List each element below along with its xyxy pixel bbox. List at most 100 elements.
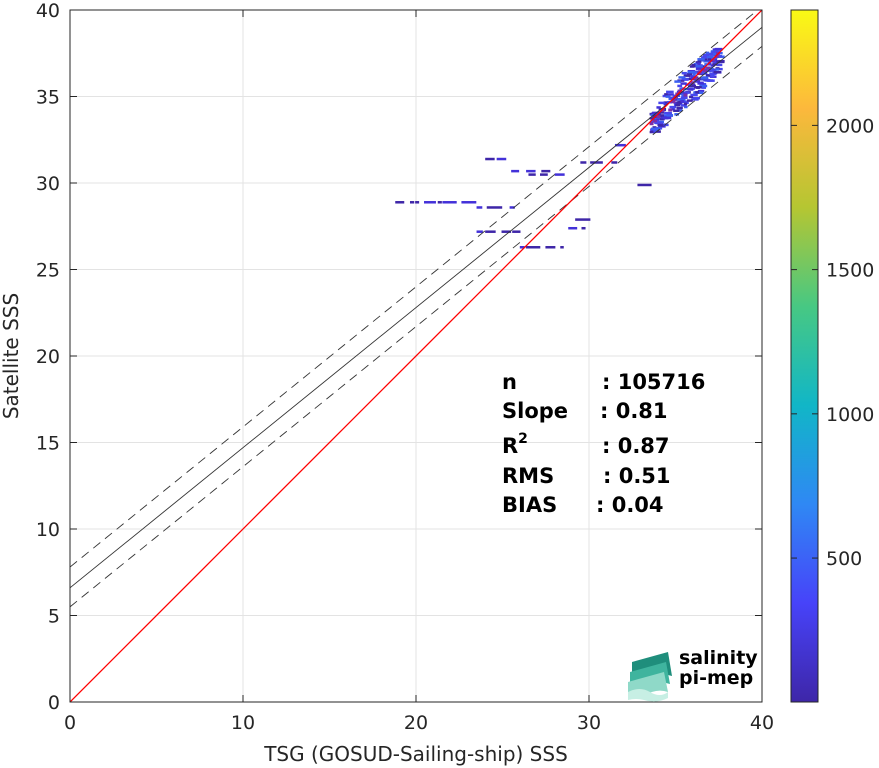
density-bin	[715, 68, 720, 71]
density-bin	[664, 93, 668, 96]
x-tick-label: 30	[577, 712, 601, 734]
density-bin	[701, 86, 707, 89]
stat-bias-label: BIAS	[502, 493, 557, 517]
density-bin	[683, 74, 691, 77]
colorbar-tick-label: 2000	[826, 115, 874, 137]
density-bin	[568, 226, 578, 230]
density-bin	[687, 70, 696, 74]
density-bin	[700, 77, 708, 80]
density-bin	[485, 157, 495, 161]
density-bin	[680, 96, 688, 99]
density-bin-dense	[693, 76, 698, 80]
density-bin	[656, 106, 661, 109]
density-bin	[706, 56, 714, 59]
density-bin	[681, 77, 690, 81]
density-bin	[476, 206, 483, 209]
density-bin	[697, 60, 702, 63]
density-bin	[575, 218, 591, 221]
density-bin	[560, 246, 564, 249]
x-tick-label: 0	[64, 712, 76, 734]
density-bin	[709, 53, 714, 56]
density-bin	[424, 201, 436, 204]
y-tick-label: 35	[36, 87, 60, 109]
y-tick-label: 15	[36, 433, 60, 455]
density-bin	[691, 98, 699, 101]
density-bin	[688, 84, 697, 88]
density-bin	[649, 130, 655, 134]
density-bin	[698, 81, 704, 85]
regression-lines	[70, 10, 762, 702]
density-bin	[702, 53, 710, 57]
colorbar-tick-label: 1500	[826, 260, 874, 282]
y-tick-label: 0	[48, 692, 60, 714]
density-bin	[688, 74, 696, 78]
density-bin	[652, 126, 657, 129]
density-bin	[545, 246, 556, 249]
stat-r2-sup: 2	[518, 431, 528, 447]
density-bin	[655, 118, 660, 122]
density-bin	[664, 111, 672, 115]
x-tick-label: 40	[750, 712, 774, 734]
x-axis-label: TSG (GOSUD-Sailing-ship) SSS	[263, 742, 568, 766]
density-bin	[676, 106, 680, 110]
density-bin	[395, 201, 405, 204]
density-bin	[666, 90, 674, 94]
density-bin	[409, 201, 415, 204]
density-bin	[655, 127, 661, 130]
density-bin	[678, 76, 686, 79]
density-bin	[637, 183, 652, 187]
stat-r2-label: R2	[502, 431, 528, 458]
y-axis-label: Satellite SSS	[0, 293, 23, 419]
density-bin	[683, 102, 688, 106]
colorbar-tick-label: 500	[826, 548, 862, 570]
density-bin	[614, 143, 626, 147]
colorbar-ticks: 500 1000 1500 2000	[791, 115, 874, 570]
density-bin	[713, 70, 722, 74]
density-bin	[580, 161, 587, 164]
density-bin-dense	[656, 115, 661, 119]
density-bin	[710, 74, 715, 78]
density-bin	[694, 85, 702, 89]
density-bin	[528, 173, 536, 176]
density-bin	[669, 105, 677, 109]
density-bin-dense	[668, 108, 673, 112]
fit-lower-bound-line	[70, 45, 762, 608]
density-bin	[697, 89, 705, 93]
density-bin	[717, 54, 722, 58]
density-bin	[701, 56, 707, 59]
logo-text-pi-mep: pi-mep	[679, 667, 753, 689]
density-bin	[709, 72, 717, 75]
density-bin	[671, 107, 675, 111]
density-bin	[674, 80, 682, 83]
density-bin	[666, 114, 674, 117]
stat-rms-value: : 0.51	[603, 464, 671, 488]
density-bin	[691, 63, 696, 67]
stat-bias-value: : 0.04	[596, 493, 664, 517]
fit-upper-bound-line	[70, 10, 759, 568]
density-bin	[486, 206, 503, 209]
density-bin	[690, 93, 698, 97]
density-bin	[590, 161, 603, 164]
density-bin	[657, 122, 663, 125]
density-bin	[541, 169, 551, 173]
density-bin-dense	[649, 122, 654, 126]
density-bin	[694, 80, 701, 83]
density-bin	[665, 95, 671, 98]
density-bin	[687, 72, 693, 76]
stat-r2-base: R	[502, 434, 518, 458]
density-bin	[682, 91, 690, 94]
density-bin	[461, 201, 477, 204]
density-bin	[680, 82, 687, 85]
density-bin	[519, 246, 525, 249]
density-bin-dense	[711, 58, 716, 62]
density-bin	[653, 130, 657, 133]
density-bin	[657, 111, 665, 114]
density-bin	[705, 51, 710, 55]
density-bin	[707, 79, 715, 82]
density-bin	[695, 67, 704, 70]
density-bin	[695, 91, 700, 94]
density-bin	[660, 116, 668, 119]
density-bin	[676, 106, 683, 110]
density-bin	[697, 58, 705, 61]
axis-ticks: 0 10 20 30 40 0 5 10 15 20 25 30 35 40	[36, 0, 774, 734]
